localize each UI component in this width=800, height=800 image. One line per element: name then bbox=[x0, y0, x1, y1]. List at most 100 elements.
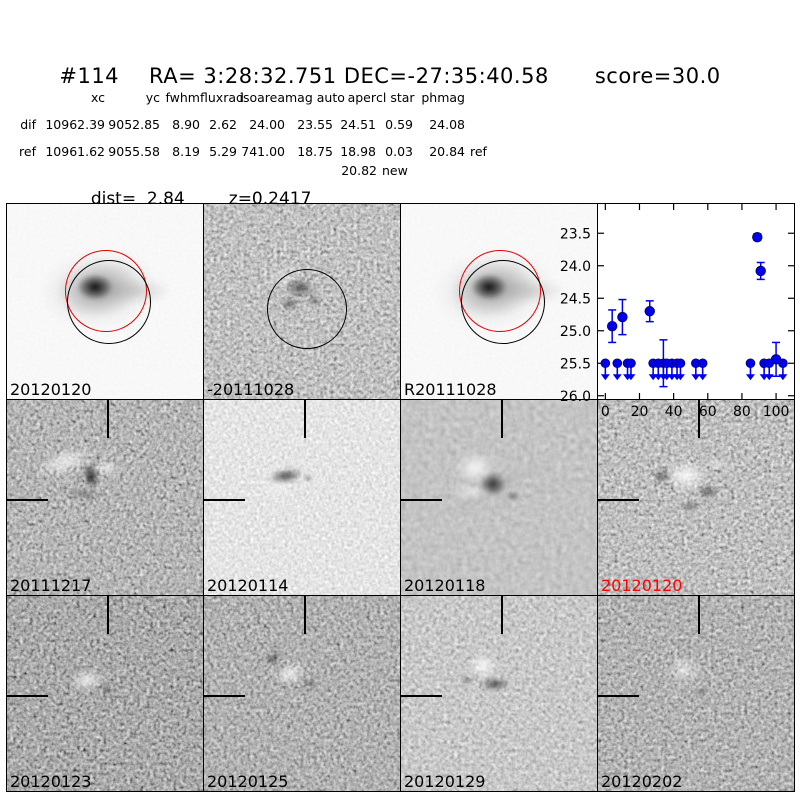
ref-phmag-suffix: ref bbox=[470, 144, 487, 159]
residual-dark bbox=[480, 677, 510, 691]
crosshair-left-tick bbox=[598, 499, 639, 501]
cutout-date-label: 20120120 bbox=[10, 380, 92, 399]
cutout-date-label: 20120129 bbox=[404, 772, 486, 791]
y-tick-label: 26.0 bbox=[560, 389, 591, 405]
sky-noise bbox=[401, 596, 597, 791]
residual-dark bbox=[681, 500, 699, 512]
upper-limit-marker bbox=[600, 358, 611, 369]
col-aper: aper bbox=[347, 90, 376, 105]
residual-dark bbox=[695, 687, 709, 697]
light-curve-plot: 0 20 40 60 80 100 23.5 24.0 24.5 25.0 25.5 26.0 bbox=[560, 204, 795, 420]
upper-limit-arrow-icon bbox=[612, 374, 622, 381]
upper-limit-arrow-icon bbox=[691, 374, 701, 381]
ref-xc: 10961.62 bbox=[45, 144, 105, 159]
dif-fwhm: 8.90 bbox=[172, 117, 200, 132]
col-mag-auto: mag auto bbox=[285, 90, 345, 105]
upper-limit-arrow-icon bbox=[626, 374, 636, 381]
photometry-header-row: xc yc fwhm fluxrad isoarea mag auto aper… bbox=[0, 90, 465, 105]
residual-dark bbox=[505, 491, 521, 501]
ref-yc: 9055.58 bbox=[108, 144, 160, 159]
cutout-date-label: 20120114 bbox=[207, 576, 289, 595]
cutout-date-label: 20111217 bbox=[10, 576, 92, 595]
col-fluxrad: fluxrad bbox=[200, 90, 244, 105]
candidate-id: #114 bbox=[59, 64, 120, 88]
cutout-epoch-stamp: 20120125 bbox=[204, 596, 401, 792]
upper-limit-marker bbox=[745, 358, 756, 369]
crosshair-top-tick bbox=[107, 596, 109, 634]
crosshair-left-tick bbox=[7, 695, 48, 697]
crosshair-top-tick bbox=[501, 596, 503, 634]
sky-noise bbox=[7, 400, 203, 595]
residual-light bbox=[467, 653, 499, 679]
y-tick-label: 24.0 bbox=[560, 259, 591, 275]
ref-aper: 18.98 bbox=[340, 144, 376, 159]
detection-aperture-black bbox=[267, 269, 347, 349]
dif-phmag-suffix bbox=[465, 117, 510, 132]
cutout-date-label: 20120123 bbox=[10, 772, 92, 791]
detection-marker bbox=[755, 265, 766, 277]
sky-noise bbox=[598, 400, 794, 595]
detection-marker bbox=[606, 320, 618, 332]
dif-aper: 24.51 bbox=[340, 117, 376, 132]
upper-limit-marker bbox=[697, 358, 708, 369]
upper-limit-arrow-icon bbox=[745, 374, 755, 381]
ref-fluxrad: 5.29 bbox=[209, 144, 237, 159]
upper-limit-marker bbox=[612, 358, 623, 369]
crosshair-left-tick bbox=[7, 499, 48, 501]
upper-limit-arrow-icon bbox=[778, 374, 788, 381]
x-tick-label: 80 bbox=[733, 404, 751, 420]
detection-marker bbox=[617, 311, 628, 323]
crosshair-left-tick bbox=[401, 695, 442, 697]
dif-cl-star: 0.59 bbox=[385, 117, 413, 132]
detection-marker bbox=[770, 354, 782, 365]
crosshair-top-tick bbox=[698, 596, 700, 634]
residual-dark bbox=[302, 679, 318, 689]
page-title: #114 RA= 3:28:32.751 DEC=-27:35:40.58 scor… bbox=[45, 40, 721, 88]
cutout-epoch-stamp-current: 20120120 bbox=[598, 400, 795, 596]
cutout-date-label: 20120202 bbox=[601, 772, 683, 791]
y-tick-label: 23.5 bbox=[560, 226, 591, 242]
residual-dark bbox=[303, 474, 313, 482]
residual-light bbox=[705, 458, 731, 470]
residual-dark bbox=[697, 485, 719, 499]
dif-xc: 10962.39 bbox=[45, 117, 105, 132]
table-row-extra-phmag: 20.82 new bbox=[325, 163, 422, 178]
crosshair-left-tick bbox=[598, 695, 639, 697]
upper-limit-arrow-icon bbox=[600, 374, 610, 381]
cutout-date-label: R20111028 bbox=[404, 380, 497, 399]
cutout-date-label: 20120118 bbox=[404, 576, 486, 595]
crosshair-top-tick bbox=[107, 400, 109, 438]
crosshair-top-tick bbox=[304, 400, 306, 438]
new-phmag: 20.82 bbox=[341, 163, 377, 178]
upper-limit-arrow-icon bbox=[698, 374, 708, 381]
y-tick-label: 24.5 bbox=[560, 291, 591, 307]
upper-limit-arrow-icon bbox=[764, 374, 774, 381]
cutout-epoch-stamp: 20111217 bbox=[7, 400, 204, 596]
score-value: score=30.0 bbox=[594, 64, 721, 88]
crosshair-left-tick bbox=[204, 499, 245, 501]
cutout-date-label: 20120125 bbox=[207, 772, 289, 791]
upper-limit-marker bbox=[675, 358, 686, 369]
residual-dark bbox=[479, 472, 507, 496]
x-tick-label: 0 bbox=[601, 404, 610, 420]
detection-marker bbox=[752, 231, 763, 243]
col-isoarea: isoarea bbox=[239, 90, 285, 105]
ref-fwhm: 8.19 bbox=[172, 144, 200, 159]
table-row-dif: dif 10962.39 9052.85 8.90 2.62 24.00 23.… bbox=[0, 117, 510, 132]
light-curve-canvas: 0 20 40 60 80 100 23.5 24.0 24.5 25.0 25.5 26.0 bbox=[560, 204, 794, 420]
col-phmag: phmag bbox=[421, 90, 465, 105]
residual-dark bbox=[652, 468, 672, 484]
crosshair-left-tick bbox=[401, 499, 442, 501]
residual-dark bbox=[100, 685, 114, 695]
sky-noise bbox=[401, 400, 597, 595]
sky-noise bbox=[204, 400, 400, 595]
cutout-epoch-stamp: 20120123 bbox=[7, 596, 204, 792]
table-row-ref: ref 10961.62 9055.58 8.19 5.29 741.00 18… bbox=[0, 144, 510, 159]
dif-fluxrad: 2.62 bbox=[209, 117, 237, 132]
x-tick-label: 20 bbox=[631, 404, 649, 420]
upper-limit-arrow-icon bbox=[675, 374, 685, 381]
cutout-grid: 20120120 -20111028 bbox=[6, 203, 795, 792]
crosshair-top-tick bbox=[304, 596, 306, 634]
cutout-epoch-stamp: 20120129 bbox=[401, 596, 598, 792]
